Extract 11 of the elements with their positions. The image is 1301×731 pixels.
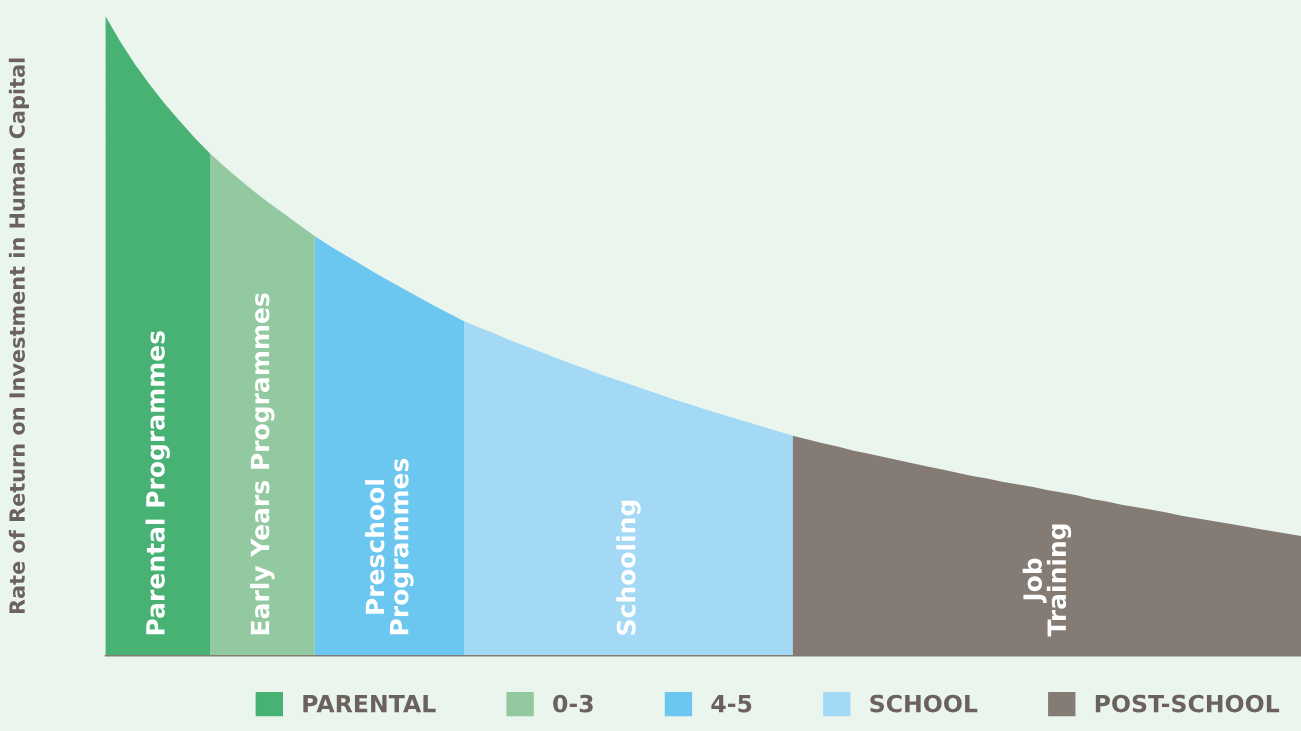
legend-label: SCHOOL — [870, 694, 978, 713]
legend-label: PARENTAL — [303, 694, 436, 713]
legend-label: POST-SCHOOL — [1095, 694, 1280, 713]
annotation: Parental Programmes — [145, 331, 170, 635]
legend-label: 0-3 — [553, 694, 593, 713]
annotation: Job Training — [1022, 524, 1072, 637]
annotation: Schooling — [616, 500, 641, 635]
annotation: Early Years Programmes — [250, 293, 275, 635]
legend-label: 4-5 — [711, 694, 752, 713]
annotation: Preschool Programmes — [365, 458, 414, 635]
y-axis-title: Rate of Return on Investment in Human Capital — [8, 58, 29, 614]
